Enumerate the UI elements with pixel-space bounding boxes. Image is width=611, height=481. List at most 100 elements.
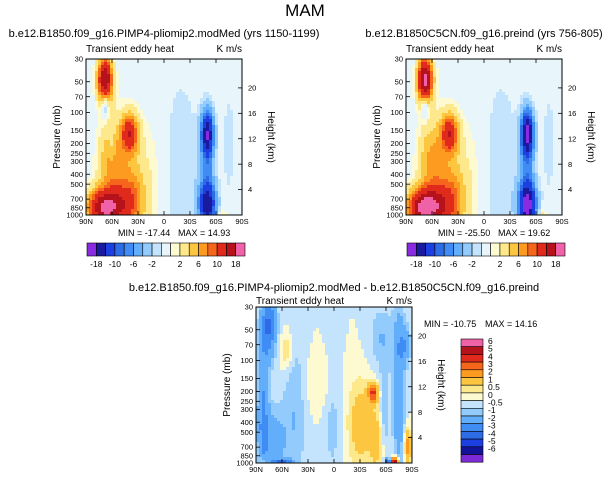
field-cell <box>421 158 425 162</box>
field-cell <box>92 203 96 207</box>
field-cell <box>424 95 428 99</box>
field-cell <box>233 119 237 123</box>
field-cell <box>113 173 117 177</box>
field-cell <box>466 164 470 168</box>
field-cell <box>559 98 563 102</box>
field-cell <box>122 116 126 120</box>
field-cell <box>182 116 186 120</box>
field-cell <box>104 74 108 78</box>
field-cell <box>206 191 210 195</box>
field-cell <box>487 113 491 117</box>
field-cell <box>137 116 141 120</box>
field-cell <box>110 191 114 195</box>
field-cell <box>152 113 156 117</box>
field-cell <box>140 179 144 183</box>
field-cell <box>95 80 99 84</box>
field-cell <box>424 134 428 138</box>
field-cell <box>215 107 219 111</box>
field-cell <box>101 140 105 144</box>
field-cell <box>553 77 557 81</box>
field-cell <box>508 173 512 177</box>
field-cell <box>493 170 497 174</box>
field-cell <box>526 182 530 186</box>
field-cell <box>553 158 557 162</box>
field-cell <box>155 170 159 174</box>
field-cell <box>158 62 162 66</box>
field-cell <box>517 167 521 171</box>
field-cell <box>86 89 90 93</box>
field-cell <box>511 155 515 159</box>
field-cell <box>466 62 470 66</box>
field-cell <box>224 212 228 216</box>
field-cell <box>227 77 231 81</box>
panel-a-min: MIN = -17.44 <box>118 228 170 238</box>
field-cell <box>487 68 491 72</box>
field-cell <box>472 83 476 87</box>
field-cell <box>203 131 207 135</box>
field-cell <box>541 167 545 171</box>
field-cell <box>496 98 500 102</box>
field-cell <box>101 152 105 156</box>
field-cell <box>517 113 521 117</box>
field-cell <box>505 95 509 99</box>
field-cell <box>137 188 141 192</box>
field-cell <box>170 206 174 210</box>
field-cell <box>86 104 90 108</box>
field-cell <box>233 197 237 201</box>
field-cell <box>185 131 189 135</box>
field-cell <box>224 185 228 189</box>
field-cell <box>158 89 162 93</box>
field-cell <box>221 137 225 141</box>
field-cell <box>218 89 222 93</box>
field-cell <box>188 143 192 147</box>
field-cell <box>125 86 129 90</box>
field-cell <box>173 170 177 174</box>
field-cell <box>412 131 416 135</box>
field-cell <box>155 146 159 150</box>
field-cell <box>116 65 120 69</box>
field-cell <box>457 110 461 114</box>
field-cell <box>487 182 491 186</box>
field-cell <box>194 65 198 69</box>
field-cell <box>484 110 488 114</box>
field-cell <box>86 179 90 183</box>
field-cell <box>532 146 536 150</box>
field-cell <box>544 149 548 153</box>
field-cell <box>541 155 545 159</box>
field-cell <box>176 107 180 111</box>
field-cell <box>421 128 425 132</box>
field-cell <box>502 128 506 132</box>
field-cell <box>424 89 428 93</box>
field-cell <box>433 113 437 117</box>
field-cell <box>481 152 485 156</box>
field-cell <box>481 176 485 180</box>
field-cell <box>173 92 177 96</box>
field-cell <box>197 200 201 204</box>
field-cell <box>227 173 231 177</box>
field-cell <box>451 131 455 135</box>
field-cell <box>547 89 551 93</box>
field-cell <box>140 194 144 198</box>
field-cell <box>161 122 165 126</box>
field-cell <box>469 161 473 165</box>
field-cell <box>433 98 437 102</box>
field-cell <box>535 140 539 144</box>
field-cell <box>451 146 455 150</box>
field-cell <box>200 86 204 90</box>
field-cell <box>502 101 506 105</box>
field-cell <box>227 188 231 192</box>
field-cell <box>146 74 150 78</box>
field-cell <box>227 65 231 69</box>
field-cell <box>406 140 410 144</box>
field-cell <box>179 65 183 69</box>
field-cell <box>89 194 93 198</box>
field-cell <box>113 191 117 195</box>
field-cell <box>173 83 177 87</box>
field-cell <box>119 122 123 126</box>
field-cell <box>194 176 198 180</box>
field-cell <box>161 206 165 210</box>
field-cell <box>460 131 464 135</box>
field-cell <box>209 143 213 147</box>
field-cell <box>119 107 123 111</box>
field-cell <box>556 113 560 117</box>
